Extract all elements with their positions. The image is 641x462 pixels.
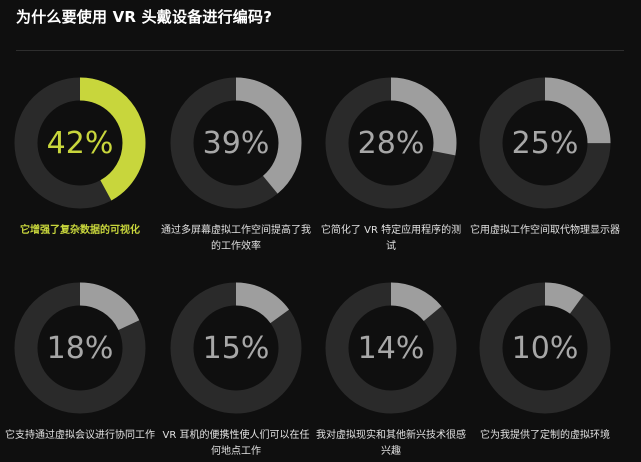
donut-chart <box>479 77 611 209</box>
donut-chart <box>14 282 146 414</box>
donut-value-arc <box>14 77 146 209</box>
category-label: 我对虚拟现实和其他新兴技术很感兴趣 <box>316 430 466 457</box>
percent-label: 18% <box>46 330 114 366</box>
chart-title: 为什么要使用 VR 头戴设备进行编码? <box>16 8 273 26</box>
donut-chart <box>325 77 457 209</box>
percent-label: 10% <box>511 330 579 366</box>
percent-label: 42% <box>46 125 114 161</box>
category-label: 通过多屏幕虚拟工作空间提高了我的工作效率 <box>161 225 311 252</box>
donut-chart <box>479 282 611 414</box>
donut-chart <box>14 77 146 209</box>
donut-value-arc <box>14 282 146 414</box>
category-label: 它增强了复杂数据的可视化 <box>20 225 140 236</box>
percent-label: 15% <box>202 330 270 366</box>
percent-label: 14% <box>357 330 425 366</box>
percent-label: 25% <box>511 125 579 161</box>
category-label: 它用虚拟工作空间取代物理显示器 <box>470 225 620 236</box>
percent-label: 39% <box>202 125 270 161</box>
donut-chart <box>170 77 302 209</box>
donut-value-arc <box>479 282 611 414</box>
donut-value-arc <box>170 77 302 209</box>
donut-value-arc <box>170 282 302 414</box>
donut-value-arc <box>325 282 457 414</box>
donut-value-arc <box>479 77 611 209</box>
category-label: VR 耳机的便携性使人们可以在任何地点工作 <box>162 430 310 457</box>
donut-value-arc <box>325 77 457 209</box>
category-label: 它简化了 VR 特定应用程序的测试 <box>320 225 462 252</box>
category-label: 它为我提供了定制的虚拟环境 <box>480 430 610 441</box>
percent-label: 28% <box>357 125 425 161</box>
donut-chart <box>325 282 457 414</box>
donut-chart <box>170 282 302 414</box>
category-label: 它支持通过虚拟会议进行协同工作 <box>5 430 155 441</box>
title-divider <box>16 50 624 51</box>
